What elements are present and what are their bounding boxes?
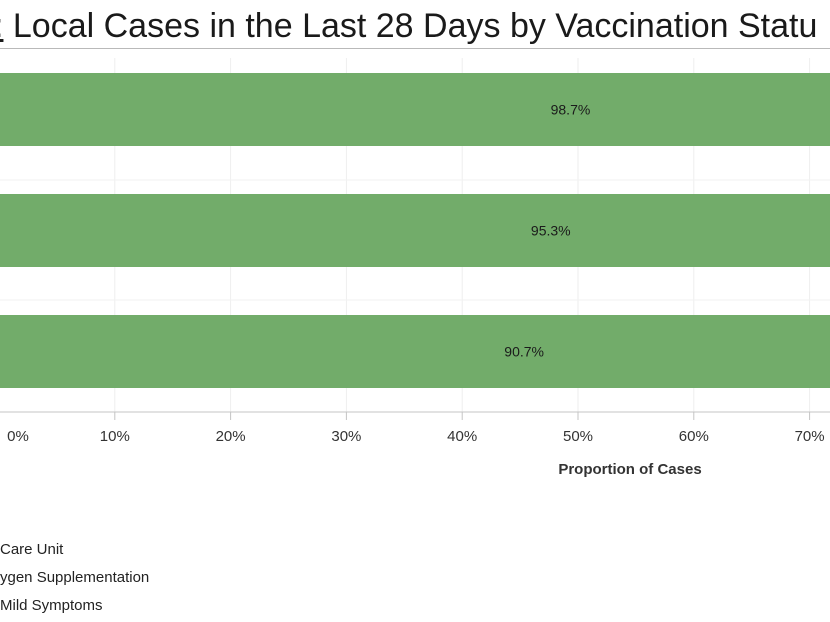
legend-item-icu: Care Unit [0,541,64,558]
x-tick-label: 50% [563,428,593,445]
chart-title: : Local Cases in the Last 28 Days by Vac… [0,6,817,47]
x-tick-label: 70% [795,428,825,445]
bar-chart: 98.7%95.3%90.7% 0% 10% 20% 30% 40% 50% 60% 70% … [0,58,830,478]
bar [0,194,830,267]
bar [0,73,830,146]
legend-item-oxygen: ygen Supplementation [0,569,150,586]
x-tick-label: 30% [331,428,361,445]
title-divider [0,48,830,49]
bar [0,315,830,388]
x-axis-title: Proportion of Cases [558,461,701,478]
x-axis-ticks: 0% 10% 20% 30% 40% 50% 60% 70% [7,412,825,445]
x-tick-label: 10% [100,428,130,445]
x-tick-label: 60% [679,428,709,445]
legend: Care Unit ygen Supplementation Mild Symp… [0,536,149,620]
x-tick-label: 0% [7,428,29,445]
bar-value-label: 95.3% [531,223,571,239]
bars: 98.7% 95.3% 90.7% [0,73,830,388]
bar-value-label: 98.7% [551,102,591,118]
chart-title-text: Local Cases in the Last 28 Days by Vacci… [3,7,818,45]
bar-value-label: 90.7% [504,344,544,360]
x-tick-label: 40% [447,428,477,445]
legend-item-mild: Mild Symptoms [0,597,103,614]
chart-title-prefix: : [0,7,3,45]
x-tick-label: 20% [216,428,246,445]
